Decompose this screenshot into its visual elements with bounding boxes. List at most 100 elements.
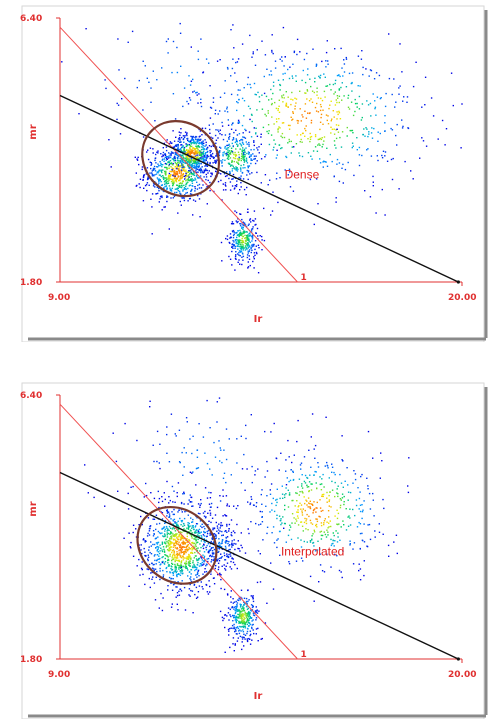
scatter-point (324, 465, 326, 467)
scatter-point (213, 556, 215, 558)
scatter-point (201, 180, 204, 182)
scatter-point (171, 163, 173, 166)
scatter-point (242, 221, 244, 223)
scatter-point (186, 134, 188, 137)
scatter-point (232, 243, 234, 246)
scatter-point (144, 541, 146, 543)
scatter-point (235, 220, 237, 222)
scatter-point (199, 130, 202, 132)
scatter-point (158, 201, 160, 203)
scatter-point (351, 146, 353, 149)
scatter-point (269, 511, 271, 513)
scatter-point (345, 529, 348, 531)
scatter-point (219, 447, 221, 449)
scatter-point (170, 548, 172, 551)
scatter-point (168, 178, 170, 180)
scatter-point (144, 583, 146, 586)
scatter-point (310, 522, 312, 524)
scatter-point (192, 548, 194, 550)
scatter-point (191, 527, 193, 529)
scatter-point (194, 179, 197, 181)
scatter-point (242, 243, 244, 246)
scatter-point (175, 571, 177, 574)
scatter-point (199, 543, 201, 545)
scatter-point (188, 170, 191, 172)
scatter-point (311, 523, 314, 525)
scatter-point (231, 170, 233, 172)
scatter-point (169, 572, 171, 574)
scatter-point (175, 568, 177, 570)
scatter-point (201, 523, 203, 525)
scatter-point (248, 245, 251, 248)
scatter-point (249, 118, 251, 121)
scatter-point (195, 586, 198, 589)
scatter-point (344, 480, 346, 482)
scatter-point (246, 632, 248, 635)
scatter-point (232, 157, 235, 159)
scatter-point (198, 585, 201, 587)
scatter-point (157, 558, 159, 560)
scatter-point (304, 81, 307, 84)
scatter-point (183, 187, 186, 189)
scatter-point (186, 155, 188, 158)
scatter-point (252, 614, 255, 616)
scatter-point (307, 138, 309, 140)
scatter-point (172, 584, 175, 586)
scatter-point (173, 140, 176, 142)
scatter-point (194, 566, 197, 568)
scatter-point (177, 609, 179, 611)
scatter-point (196, 164, 198, 166)
scatter-point (244, 223, 246, 225)
scatter-point (176, 166, 179, 168)
scatter-point (179, 157, 181, 160)
scatter-point (189, 533, 191, 536)
scatter-point (287, 534, 290, 537)
scatter-point (246, 244, 248, 246)
scatter-point (176, 495, 178, 498)
scatter-point (361, 116, 363, 119)
scatter-point (188, 153, 190, 156)
scatter-point (253, 141, 255, 143)
scatter-point (342, 460, 344, 462)
scatter-point (308, 515, 310, 518)
scatter-point (199, 141, 201, 144)
scatter-point (250, 521, 252, 523)
scatter-point (203, 159, 205, 161)
scatter-point (238, 239, 241, 241)
scatter-point (160, 563, 162, 565)
scatter-point (359, 568, 362, 570)
scatter-point (282, 79, 284, 81)
scatter-point (202, 140, 204, 142)
scatter-point (194, 153, 196, 156)
scatter-point (153, 563, 155, 566)
scatter-point (236, 626, 238, 629)
scatter-point (245, 231, 248, 233)
scatter-point (249, 616, 251, 618)
scatter-point (127, 508, 130, 510)
scatter-point (212, 546, 214, 549)
scatter-point (198, 139, 200, 142)
scatter-point (207, 529, 210, 532)
scatter-point (190, 517, 192, 519)
scatter-point (235, 138, 237, 140)
scatter-point (197, 166, 200, 169)
scatter-point (338, 162, 341, 164)
scatter-point (242, 615, 244, 617)
scatter-point (167, 511, 170, 513)
scatter-point (206, 399, 208, 402)
scatter-point (287, 96, 289, 98)
scatter-point (241, 648, 243, 651)
scatter-point (198, 136, 200, 138)
scatter-point (238, 608, 240, 611)
scatter-point (356, 102, 358, 105)
scatter-point (333, 93, 335, 95)
scatter-point (320, 97, 322, 100)
scatter-point (199, 150, 202, 153)
scatter-point (190, 573, 192, 575)
scatter-point (336, 541, 339, 543)
y-tick-label: 1.80 (20, 655, 42, 665)
scatter-point (269, 493, 272, 495)
scatter-point (216, 159, 218, 161)
scatter-point (187, 200, 189, 202)
scatter-point (192, 147, 195, 149)
